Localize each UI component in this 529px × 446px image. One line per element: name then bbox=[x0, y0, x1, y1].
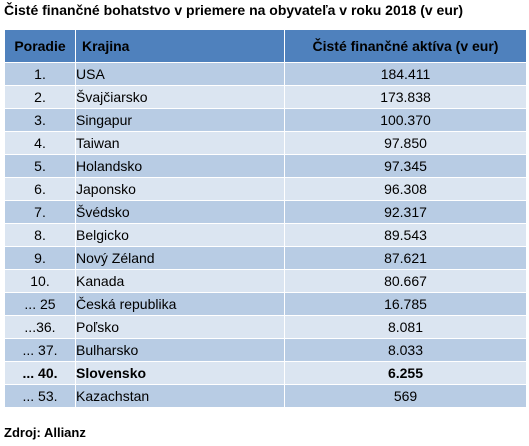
table-row: 8. Belgicko 89.543 bbox=[4, 223, 527, 247]
cell-rank: ... 37. bbox=[4, 338, 76, 362]
cell-country: Bulharsko bbox=[75, 338, 285, 362]
cell-country: Švajčiarsko bbox=[75, 85, 285, 109]
header-rank: Poradie bbox=[4, 29, 76, 63]
cell-country: Švédsko bbox=[75, 200, 285, 224]
cell-country: Belgicko bbox=[75, 223, 285, 247]
table-row: ...36. Poľsko 8.081 bbox=[4, 315, 527, 339]
cell-value: 92.317 bbox=[284, 200, 527, 224]
header-country: Krajina bbox=[75, 29, 285, 63]
cell-value: 16.785 bbox=[284, 292, 527, 316]
cell-rank: ... 40. bbox=[4, 361, 76, 385]
source-note: Zdroj: Allianz bbox=[4, 425, 86, 440]
cell-rank: 4. bbox=[4, 131, 76, 155]
table-row: 2. Švajčiarsko 173.838 bbox=[4, 85, 527, 109]
table-row: 7. Švédsko 92.317 bbox=[4, 200, 527, 224]
table-row: ... 25 Česká republika 16.785 bbox=[4, 292, 527, 316]
cell-value: 184.411 bbox=[284, 62, 527, 86]
cell-rank: 2. bbox=[4, 85, 76, 109]
table-body: 1. USA 184.411 2. Švajčiarsko 173.838 3. Singap… bbox=[4, 62, 527, 408]
cell-country: Kazachstan bbox=[75, 384, 285, 408]
cell-country: Poľsko bbox=[75, 315, 285, 339]
cell-value: 96.308 bbox=[284, 177, 527, 201]
cell-country: Kanada bbox=[75, 269, 285, 293]
cell-rank: 10. bbox=[4, 269, 76, 293]
cell-value: 173.838 bbox=[284, 85, 527, 109]
table-row: 10. Kanada 80.667 bbox=[4, 269, 527, 293]
page-title: Čisté finančné bohatstvo v priemere na o… bbox=[4, 2, 463, 18]
cell-rank: ... 53. bbox=[4, 384, 76, 408]
cell-country: Slovensko bbox=[75, 361, 285, 385]
ranking-table: Poradie Krajina Čisté finančné aktíva (v… bbox=[4, 29, 527, 408]
cell-rank: 5. bbox=[4, 154, 76, 178]
table-row: 4. Taiwan 97.850 bbox=[4, 131, 527, 155]
cell-value: 89.543 bbox=[284, 223, 527, 247]
cell-rank: ... 25 bbox=[4, 292, 76, 316]
table-row: ... 37. Bulharsko 8.033 bbox=[4, 338, 527, 362]
cell-value: 569 bbox=[284, 384, 527, 408]
cell-country: Česká republika bbox=[75, 292, 285, 316]
cell-value: 80.667 bbox=[284, 269, 527, 293]
table-row: 1. USA 184.411 bbox=[4, 62, 527, 86]
cell-value: 8.033 bbox=[284, 338, 527, 362]
cell-rank: 9. bbox=[4, 246, 76, 270]
table-row: 6. Japonsko 96.308 bbox=[4, 177, 527, 201]
cell-value: 6.255 bbox=[284, 361, 527, 385]
table-row: ... 53. Kazachstan 569 bbox=[4, 384, 527, 408]
cell-rank: 1. bbox=[4, 62, 76, 86]
cell-country: Taiwan bbox=[75, 131, 285, 155]
cell-value: 87.621 bbox=[284, 246, 527, 270]
cell-country: Japonsko bbox=[75, 177, 285, 201]
cell-rank: 8. bbox=[4, 223, 76, 247]
cell-rank: 3. bbox=[4, 108, 76, 132]
cell-country: Nový Zéland bbox=[75, 246, 285, 270]
header-value: Čisté finančné aktíva (v eur) bbox=[284, 29, 527, 63]
cell-value: 97.850 bbox=[284, 131, 527, 155]
cell-country: Holandsko bbox=[75, 154, 285, 178]
table-row: 9. Nový Zéland 87.621 bbox=[4, 246, 527, 270]
cell-country: USA bbox=[75, 62, 285, 86]
table-row: 3. Singapur 100.370 bbox=[4, 108, 527, 132]
cell-value: 97.345 bbox=[284, 154, 527, 178]
cell-country: Singapur bbox=[75, 108, 285, 132]
table-header-row: Poradie Krajina Čisté finančné aktíva (v… bbox=[4, 29, 527, 63]
cell-rank: 6. bbox=[4, 177, 76, 201]
table-row: 5. Holandsko 97.345 bbox=[4, 154, 527, 178]
cell-value: 8.081 bbox=[284, 315, 527, 339]
cell-value: 100.370 bbox=[284, 108, 527, 132]
cell-rank: ...36. bbox=[4, 315, 76, 339]
cell-rank: 7. bbox=[4, 200, 76, 224]
table-row: ... 40. Slovensko 6.255 bbox=[4, 361, 527, 385]
